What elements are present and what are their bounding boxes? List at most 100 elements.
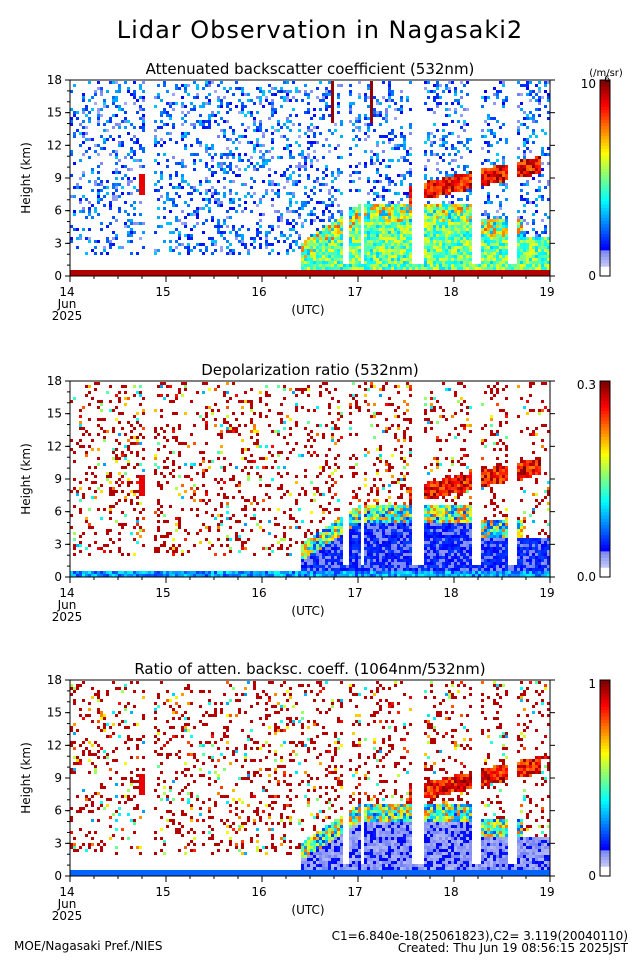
heatmap-cell [85,126,88,129]
heatmap-cell [313,499,316,502]
heatmap-cell [328,234,331,237]
heatmap-cell [286,249,289,252]
heatmap-cell [364,123,367,126]
heatmap-cell [127,478,130,481]
heatmap-cell [523,234,526,237]
heatmap-cell [181,102,184,105]
heatmap-cell [373,186,376,189]
heatmap-cell [193,442,196,445]
heatmap-cell [109,153,112,156]
heatmap-cell [448,237,451,240]
heatmap-cell [391,273,394,276]
heatmap-cell [286,192,289,195]
colorbar-swatch [600,220,610,225]
heatmap-cell [196,243,199,246]
heatmap-cell [373,228,376,231]
heatmap-cell [445,273,448,276]
heatmap-cell [331,261,334,264]
heatmap-cell [238,99,241,102]
heatmap-cell [460,96,463,99]
heatmap-cell [238,204,241,207]
heatmap-cell [427,252,430,255]
heatmap-cell [541,273,544,276]
heatmap-cell [457,189,460,192]
heatmap-cell [541,231,544,234]
heatmap-cell [172,156,175,159]
heatmap-cell [160,427,163,430]
heatmap-cell [154,144,157,147]
heatmap-cell [484,222,487,225]
heatmap-cell [391,231,394,234]
heatmap-cell [235,532,238,535]
heatmap-cell [493,246,496,249]
heatmap-cell [460,186,463,189]
heatmap-cell [433,270,436,273]
heatmap-cell [220,487,223,490]
heatmap-cell [538,237,541,240]
heatmap-cell [76,571,79,574]
heatmap-cell [307,243,310,246]
heatmap-cell [526,183,529,186]
heatmap-cell [376,144,379,147]
heatmap-cell [127,168,130,171]
heatmap-cell [85,150,88,153]
heatmap-cell [121,412,124,415]
heatmap-cell [223,192,226,195]
heatmap-cell [403,174,406,177]
heatmap-cell [229,243,232,246]
heatmap-cell [244,499,247,502]
heatmap-cell [82,111,85,114]
heatmap-cell [247,472,250,475]
heatmap-cell [292,210,295,213]
heatmap-cell [139,535,142,538]
heatmap-cell [496,237,499,240]
heatmap-cell [439,84,442,87]
heatmap-cell [184,201,187,204]
heatmap-cell [217,385,220,388]
heatmap-cell [430,108,433,111]
heatmap-cell [496,165,499,168]
heatmap-cell [277,270,280,273]
heatmap-cell [409,162,412,165]
colorbar-swatch [600,272,610,277]
heatmap-cell [274,517,277,520]
heatmap-cell [370,87,373,90]
heatmap-cell [205,502,208,505]
heatmap-cell [202,198,205,201]
heatmap-cell [178,219,181,222]
heatmap-cell [130,228,133,231]
heatmap-cell [136,502,139,505]
heatmap-cell [460,225,463,228]
heatmap-cell [355,228,358,231]
heatmap-cell [268,117,271,120]
heatmap-cell [142,222,145,225]
heatmap-cell [190,433,193,436]
heatmap-cell [289,574,292,577]
heatmap-cell [382,189,385,192]
heatmap-cell [202,472,205,475]
heatmap-cell [208,460,211,463]
heatmap-cell [133,159,136,162]
heatmap-cell [328,270,331,273]
heatmap-cell [160,472,163,475]
colorbar-swatch [600,164,610,169]
heatmap-cell [100,228,103,231]
colorbar-swatch [600,197,610,202]
heatmap-cell [484,210,487,213]
heatmap-cell [217,96,220,99]
heatmap-cell [175,547,178,550]
heatmap-cell [337,243,340,246]
colorbar-frame [599,79,611,277]
heatmap-cell [235,430,238,433]
heatmap-cell [325,108,328,111]
heatmap-cell [211,111,214,114]
heatmap-cell [469,213,472,216]
heatmap-cell [364,243,367,246]
heatmap-cell [316,168,319,171]
heatmap-cell [247,460,250,463]
heatmap-cell [442,219,445,222]
heatmap-cell [490,177,493,180]
heatmap-cell [400,126,403,129]
heatmap-cell [535,120,538,123]
heatmap-cell [136,111,139,114]
